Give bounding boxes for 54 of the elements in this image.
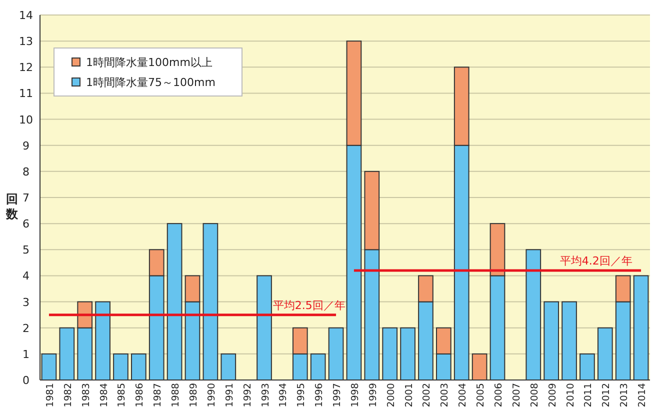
x-tick-label: 2009 bbox=[547, 383, 558, 408]
y-tick-label: 10 bbox=[19, 113, 33, 126]
x-tick-label: 1996 bbox=[314, 383, 326, 408]
y-tick-label: 5 bbox=[22, 244, 30, 257]
x-tick-label: 1993 bbox=[260, 383, 272, 408]
x-tick-label: 1989 bbox=[188, 383, 200, 408]
x-tick-label: 2010 bbox=[565, 383, 576, 408]
x-tick-label: 2004 bbox=[458, 383, 469, 408]
x-tick-label: 1985 bbox=[116, 383, 128, 408]
x-tick-label: 2001 bbox=[404, 383, 415, 408]
y-tick-label: 6 bbox=[22, 218, 30, 231]
y-tick-label: 9 bbox=[22, 139, 30, 152]
x-tick-label: 1982 bbox=[62, 383, 74, 408]
series-label: 平均2.5回／年 bbox=[272, 298, 346, 312]
series-label: 平均4.2回／年 bbox=[560, 254, 632, 268]
x-tick-label: 1992 bbox=[242, 383, 254, 408]
y-tick-label: 14 bbox=[19, 9, 33, 22]
x-tick-label: 1983 bbox=[80, 383, 92, 408]
x-tick-label: 1995 bbox=[296, 383, 308, 408]
x-tick-label: 2006 bbox=[494, 383, 504, 408]
y-tick-label: 3 bbox=[22, 296, 30, 309]
x-tick-label: 1987 bbox=[152, 383, 164, 408]
x-tick-label: 2008 bbox=[529, 383, 540, 408]
x-tick-label: 1999 bbox=[368, 383, 379, 408]
x-tick-label: 1991 bbox=[224, 383, 236, 408]
x-tick-label: 1981 bbox=[44, 383, 56, 408]
y-tick-label: 8 bbox=[22, 165, 30, 178]
y-axis-title: 回数 bbox=[5, 192, 19, 221]
y-tick-label: 4 bbox=[22, 270, 30, 283]
y-tick-label: 11 bbox=[19, 87, 33, 100]
x-tick-label: 1984 bbox=[98, 383, 110, 408]
x-tick-label: 1997 bbox=[332, 383, 344, 408]
x-tick-label: 2002 bbox=[422, 383, 433, 408]
x-tick-label: 2014 bbox=[637, 383, 648, 408]
y-tick-label: 13 bbox=[19, 35, 33, 48]
x-tick-label: 2011 bbox=[583, 383, 594, 408]
x-tick-label: 2005 bbox=[476, 383, 487, 408]
x-tick-label: 2007 bbox=[511, 383, 522, 408]
y-tick-label: 1 bbox=[22, 348, 30, 361]
y-tick-label: 0 bbox=[22, 374, 30, 387]
x-tick-label: 1990 bbox=[206, 383, 218, 408]
x-tick-label: 2013 bbox=[619, 383, 630, 408]
x-tick-label: 1994 bbox=[278, 383, 290, 408]
y-tick-label: 2 bbox=[22, 322, 30, 335]
y-tick-label: 7 bbox=[22, 192, 30, 204]
legend-label: 1時間降水量100mm以上 bbox=[86, 56, 212, 69]
x-tick-label: 1988 bbox=[170, 383, 182, 408]
x-tick-label: 1998 bbox=[350, 383, 361, 408]
legend-label: 1時間降水量75～100mm bbox=[86, 76, 216, 89]
x-tick-label: 2003 bbox=[440, 383, 451, 408]
x-tick-label: 2012 bbox=[601, 383, 612, 408]
y-tick-label: 12 bbox=[19, 61, 33, 74]
x-tick-label: 1986 bbox=[134, 383, 146, 408]
x-tick-label: 2000 bbox=[386, 383, 397, 408]
